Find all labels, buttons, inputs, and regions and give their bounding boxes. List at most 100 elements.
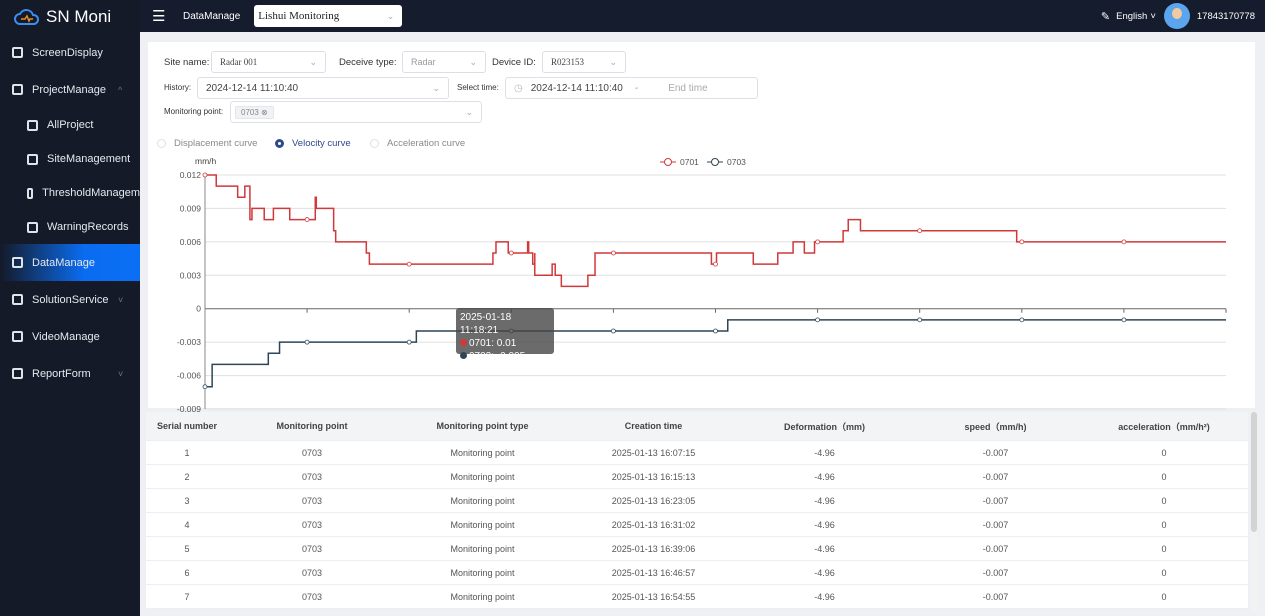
site-name-label: Site name: — [164, 57, 210, 68]
column-header[interactable]: speed（mm/h) — [964, 421, 1027, 432]
table-cell: 0703 — [301, 591, 323, 602]
chevron-down-icon: ⌄ — [432, 82, 440, 93]
user-name[interactable]: 17843170778 — [1196, 10, 1255, 22]
tooltip-row: 0701: 0.01 — [460, 337, 550, 350]
column-header[interactable]: Serial number — [156, 421, 218, 431]
table-cell: Monitoring point — [450, 447, 515, 458]
device-type-select[interactable]: Radar ⌄ — [402, 51, 486, 73]
table-cell: 2025-01-13 16:39:06 — [611, 543, 696, 554]
sidebar-item-videomanage[interactable]: VideoManage — [0, 318, 140, 355]
velocity-chart: 0.012 0.009 0.006 0.003 0 -0.003 -0.006 -0.009 m… — [177, 156, 1227, 412]
radio-displacement-curve[interactable]: Displacement curve — [157, 138, 257, 149]
table-cell: 0 — [1161, 447, 1167, 458]
column-header[interactable]: Monitoring point — [276, 421, 348, 431]
table-cell: -4.96 — [814, 591, 835, 602]
data-point — [917, 317, 923, 323]
y-axis-label: mm/h — [195, 156, 217, 166]
table-cell: 4 — [184, 519, 190, 530]
device-id-select[interactable]: R023153 ⌄ — [542, 51, 626, 73]
table-cell: Monitoring point — [450, 543, 515, 554]
table-cell: -4.96 — [814, 495, 835, 506]
table-cell: -4.96 — [814, 447, 835, 458]
sidebar-item-allproject[interactable]: AllProject — [0, 108, 140, 142]
legend-marker-icon — [664, 158, 672, 166]
column-header[interactable]: Monitoring point type — [436, 421, 529, 431]
chevron-icon: ˅ — [118, 294, 124, 305]
table-cell: 2025-01-13 16:07:15 — [611, 447, 696, 458]
table-row[interactable]: 5 0703 Monitoring point 2025-01-13 16:39:06… — [146, 537, 1248, 561]
sidebar-item-thresholdmanagem[interactable]: ThresholdManagem — [0, 176, 140, 210]
radio-label: Acceleration curve — [387, 138, 466, 149]
sidebar-item-datamanage[interactable]: DataManage — [0, 244, 140, 281]
monitoring-point-tag: 0703 ⊗ — [235, 105, 274, 119]
radio-velocity-curve[interactable]: Velocity curve — [275, 138, 351, 149]
table-cell: 3 — [184, 495, 190, 506]
table-row[interactable]: 3 0703 Monitoring point 2025-01-13 16:23:05… — [146, 489, 1248, 513]
column-header[interactable]: acceleration（mm/h²) — [1118, 421, 1210, 432]
sidebar-item-warningrecords[interactable]: WarningRecords — [0, 210, 140, 244]
column-header[interactable]: Creation time — [624, 421, 683, 431]
table-cell: 0703 — [301, 447, 323, 458]
table-cell: Monitoring point — [450, 471, 515, 482]
history-value: 2024-12-14 11:10:40 — [206, 82, 299, 94]
table-cell: 2025-01-13 16:46:57 — [611, 567, 696, 578]
avatar[interactable] — [1163, 3, 1190, 29]
table-cell: 0703 — [301, 567, 323, 578]
start-time-input[interactable]: 2024-12-14 11:10:40 — [530, 82, 623, 94]
legend-label: 0703 — [727, 157, 746, 167]
sidebar-item-projectmanage[interactable]: ProjectManage ^ — [0, 71, 140, 108]
table-cell: -0.007 — [982, 519, 1009, 530]
monitoring-point-select[interactable]: 0703 ⊗ ⌄ — [230, 101, 482, 123]
data-point — [1121, 317, 1127, 323]
monitoring-point-label: Monitoring point: — [164, 107, 224, 116]
project-select[interactable]: Lishui Monitoring ⌄ — [254, 5, 403, 27]
sidebar: SN Moni ScreenDisplay ProjectManage ^ AllPr… — [0, 0, 140, 616]
column-header[interactable]: Deformation（mm) — [783, 421, 865, 432]
table-header: Serial number Monitoring point Monitoring … — [146, 412, 1248, 441]
data-point — [610, 250, 616, 256]
sidebar-item-reportform[interactable]: ReportForm ˅ — [0, 355, 140, 392]
table-cell: -0.007 — [982, 447, 1009, 458]
book-icon — [27, 221, 38, 233]
sidebar-item-screendisplay[interactable]: ScreenDisplay — [0, 34, 140, 71]
table-scrollbar[interactable] — [1251, 412, 1257, 612]
database-icon — [12, 294, 23, 305]
close-icon[interactable]: ⊗ — [261, 107, 268, 117]
history-select[interactable]: 2024-12-14 11:10:40 ⌄ — [197, 77, 449, 99]
site-name-select[interactable]: Radar 001 ⌄ — [211, 51, 326, 73]
radio-acceleration-curve[interactable]: Acceleration curve — [370, 138, 465, 149]
data-point — [1019, 239, 1025, 245]
table-row[interactable]: 2 0703 Monitoring point 2025-01-13 16:15:13… — [146, 465, 1248, 489]
data-point — [917, 228, 923, 234]
language-select[interactable]: English — [1116, 10, 1148, 22]
y-tick-label: 0.009 — [180, 203, 202, 213]
table-row[interactable]: 4 0703 Monitoring point 2025-01-13 16:31:02… — [146, 513, 1248, 537]
table-row[interactable]: 7 0703 Monitoring point 2025-01-13 16:54:55… — [146, 585, 1248, 609]
device-id-label: Device ID: — [492, 57, 536, 68]
chevron-down-icon: ⌄ — [609, 56, 617, 67]
table-cell: 2025-01-13 16:54:55 — [611, 591, 696, 602]
table-cell: -0.007 — [982, 543, 1009, 554]
topbar: ☰ DataManage Lishui Monitoring ⌄ ✎ Englis… — [140, 0, 1265, 32]
sidebar-item-sitemanagement[interactable]: SiteManagement — [0, 142, 140, 176]
table-cell: 0 — [1161, 567, 1167, 578]
table-cell: Monitoring point — [450, 495, 515, 506]
logo: SN Moni — [0, 0, 140, 34]
legend-marker-icon — [711, 158, 719, 166]
project-icon — [12, 84, 23, 95]
edit-icon[interactable]: ✎ — [1100, 10, 1111, 23]
date-range-picker[interactable]: ◷ 2024-12-14 11:10:40 - End time — [505, 77, 758, 99]
table-cell: 0 — [1161, 543, 1167, 554]
end-time-input[interactable]: End time — [668, 82, 708, 94]
range-separator: - — [634, 82, 639, 94]
table-row[interactable]: 6 0703 Monitoring point 2025-01-13 16:46:57… — [146, 561, 1248, 585]
table-cell: 0703 — [301, 471, 323, 482]
table-cell: 0703 — [301, 543, 323, 554]
sidebar-item-solutionservice[interactable]: SolutionService ˅ — [0, 281, 140, 318]
table-row[interactable]: 1 0703 Monitoring point 2025-01-13 16:07:15… — [146, 441, 1248, 465]
award-icon — [27, 153, 38, 165]
sidebar-item-label: AllProject — [47, 119, 94, 131]
table-cell: -4.96 — [814, 519, 835, 530]
data-point — [713, 328, 718, 334]
menu-toggle-icon[interactable]: ☰ — [152, 8, 166, 25]
